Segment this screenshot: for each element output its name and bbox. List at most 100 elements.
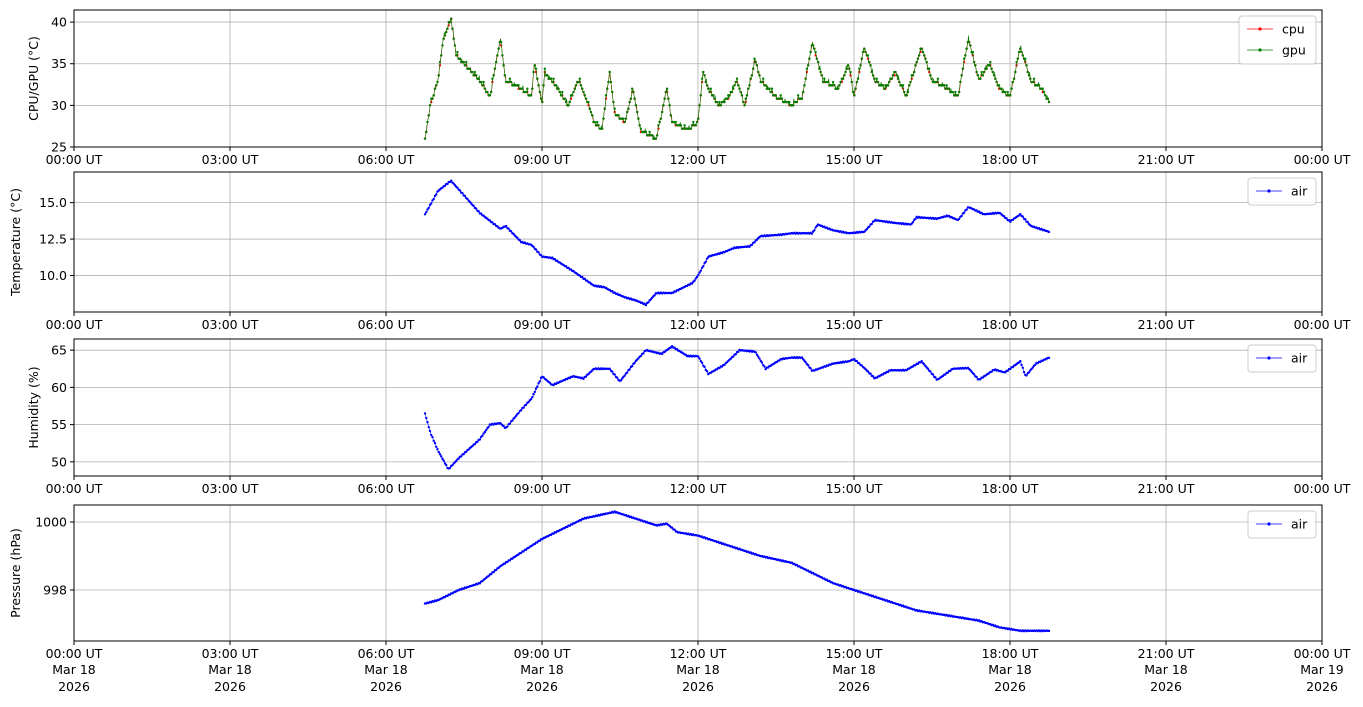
series-gpu bbox=[423, 17, 1051, 140]
y-axis-label: Temperature (°C) bbox=[8, 188, 23, 297]
gpu-point bbox=[630, 87, 634, 90]
x-tick-label: 06:00 UT bbox=[358, 152, 415, 167]
x-tick-label: 00:00 UT bbox=[1294, 481, 1351, 496]
gpu-point bbox=[870, 70, 873, 74]
gpu-point bbox=[1021, 54, 1024, 57]
gpu-point bbox=[551, 80, 554, 84]
air-point bbox=[481, 434, 484, 437]
gpu-point bbox=[496, 54, 499, 57]
air-point bbox=[755, 353, 759, 356]
gpu-point bbox=[869, 64, 872, 67]
air-point bbox=[474, 207, 478, 210]
gpu-point bbox=[898, 80, 901, 84]
gpu-point bbox=[552, 77, 555, 80]
gpu-point bbox=[1029, 77, 1032, 80]
gpu-point bbox=[563, 97, 566, 100]
x-tick-year: 2026 bbox=[1306, 679, 1338, 694]
air-point bbox=[430, 433, 433, 437]
gpu-point bbox=[929, 74, 932, 77]
gpu-point bbox=[873, 77, 876, 80]
gpu-point bbox=[481, 84, 484, 87]
gpu-point bbox=[850, 80, 854, 84]
gpu-point bbox=[462, 60, 465, 64]
gpu-point bbox=[644, 130, 648, 134]
gpu-point bbox=[663, 97, 666, 100]
gpu-point bbox=[433, 87, 437, 90]
gpu-point bbox=[668, 104, 671, 107]
gpu-point bbox=[554, 84, 558, 87]
gpu-point bbox=[734, 80, 737, 84]
x-tick-label: 00:00 UT bbox=[1294, 152, 1351, 167]
air-point bbox=[459, 455, 463, 458]
gpu-point bbox=[861, 50, 865, 54]
gpu-point bbox=[860, 57, 863, 60]
air-point bbox=[517, 411, 520, 415]
gpu-point bbox=[876, 80, 880, 84]
gpu-point bbox=[1032, 77, 1036, 80]
y-tick-label: 25 bbox=[51, 140, 67, 155]
air-point bbox=[620, 377, 624, 380]
gpu-point bbox=[538, 90, 542, 94]
air-point bbox=[653, 293, 656, 297]
gpu-point bbox=[906, 90, 910, 94]
gpu-point bbox=[497, 47, 500, 50]
gpu-point bbox=[989, 60, 992, 64]
air-point bbox=[537, 251, 540, 254]
x-tick-date: Mar 18 bbox=[520, 662, 564, 677]
gpu-point bbox=[607, 80, 610, 84]
gpu-point bbox=[622, 117, 625, 120]
gpu-point bbox=[768, 87, 771, 90]
gpu-point bbox=[602, 117, 605, 120]
gpu-point bbox=[437, 74, 440, 77]
gpu-point bbox=[997, 84, 1001, 87]
air-point bbox=[737, 350, 740, 354]
gpu-point bbox=[531, 87, 534, 90]
air-point bbox=[962, 211, 966, 214]
air-point bbox=[1031, 366, 1034, 369]
gpu-point bbox=[588, 107, 591, 110]
gpu-point bbox=[1042, 90, 1046, 94]
gpu-point bbox=[491, 77, 494, 80]
gpu-point bbox=[718, 100, 721, 104]
gpu-point bbox=[658, 120, 661, 124]
air-point bbox=[463, 194, 467, 198]
gpu-point bbox=[954, 90, 957, 94]
gpu-point bbox=[874, 80, 877, 84]
gpu-point bbox=[604, 94, 608, 97]
gpu-point bbox=[596, 120, 599, 124]
gpu-point bbox=[571, 94, 574, 97]
gpu-point bbox=[479, 80, 483, 84]
gpu-point bbox=[564, 100, 568, 104]
gpu-point bbox=[803, 84, 806, 87]
gpu-point bbox=[942, 84, 946, 87]
gpu-point bbox=[749, 77, 752, 80]
gpu-point bbox=[1046, 97, 1049, 100]
x-tick-label: 00:00 UT bbox=[1294, 646, 1351, 661]
gpu-point bbox=[936, 77, 940, 80]
gpu-point bbox=[589, 110, 593, 114]
gpu-point bbox=[472, 74, 475, 77]
gpu-point bbox=[957, 90, 961, 94]
x-tick-year: 2026 bbox=[370, 679, 402, 694]
y-tick-label: 1000 bbox=[35, 515, 67, 530]
subplot-2: 10.0 12.5 15.0 Temperature (°C) 00:00 UT 03:0… bbox=[8, 171, 1351, 332]
gpu-point bbox=[992, 74, 996, 77]
x-tick-date: Mar 18 bbox=[832, 662, 876, 677]
air-point bbox=[492, 570, 495, 574]
air-point bbox=[473, 442, 477, 446]
gpu-point bbox=[915, 60, 918, 64]
gpu-point bbox=[532, 70, 535, 74]
gpu-point bbox=[805, 67, 809, 70]
gpu-point bbox=[975, 70, 978, 74]
y-tick-label: 65 bbox=[51, 343, 67, 358]
y-tick-label: 15.0 bbox=[39, 195, 67, 210]
x-tick-label: 09:00 UT bbox=[514, 481, 571, 496]
air-point bbox=[581, 275, 584, 279]
gpu-point bbox=[979, 77, 982, 80]
gpu-point bbox=[703, 74, 706, 77]
air-point bbox=[810, 232, 814, 235]
air-point bbox=[582, 377, 585, 381]
gpu-point bbox=[723, 100, 726, 104]
air-point bbox=[527, 400, 530, 404]
gpu-point bbox=[927, 67, 931, 70]
